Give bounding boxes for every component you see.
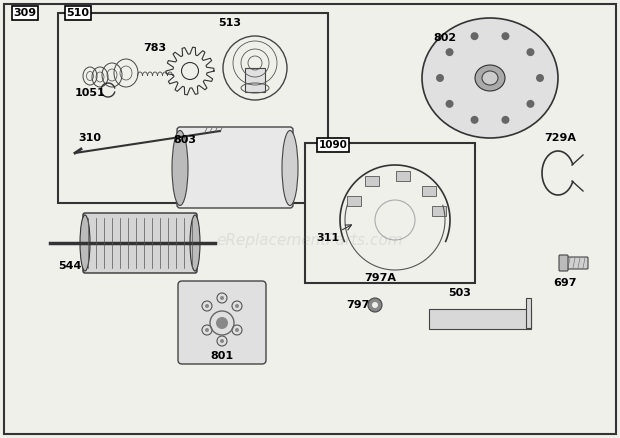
Ellipse shape — [80, 215, 90, 271]
FancyBboxPatch shape — [526, 298, 531, 328]
Text: 801: 801 — [210, 351, 234, 361]
FancyBboxPatch shape — [177, 127, 293, 208]
FancyBboxPatch shape — [429, 309, 531, 329]
Circle shape — [446, 100, 454, 108]
Circle shape — [368, 298, 382, 312]
FancyBboxPatch shape — [347, 196, 361, 206]
Text: 802: 802 — [433, 33, 456, 43]
Text: 803: 803 — [174, 135, 197, 145]
Circle shape — [220, 296, 224, 300]
Text: 783: 783 — [143, 43, 167, 53]
Circle shape — [436, 74, 444, 82]
FancyBboxPatch shape — [432, 206, 446, 216]
Text: 503: 503 — [448, 288, 471, 298]
Circle shape — [536, 74, 544, 82]
Ellipse shape — [475, 65, 505, 91]
Text: 513: 513 — [218, 18, 242, 28]
Ellipse shape — [482, 71, 498, 85]
Text: 797A: 797A — [364, 273, 396, 283]
Text: 1051: 1051 — [74, 88, 105, 98]
Circle shape — [471, 32, 479, 40]
Ellipse shape — [172, 131, 188, 205]
Ellipse shape — [422, 18, 558, 138]
Text: 1090: 1090 — [319, 140, 347, 150]
Circle shape — [502, 32, 510, 40]
Ellipse shape — [282, 131, 298, 205]
FancyBboxPatch shape — [396, 171, 410, 180]
FancyBboxPatch shape — [245, 68, 265, 92]
FancyBboxPatch shape — [83, 213, 197, 273]
Text: 797: 797 — [347, 300, 370, 310]
FancyBboxPatch shape — [4, 4, 616, 434]
Text: 510: 510 — [66, 8, 89, 18]
FancyBboxPatch shape — [559, 255, 568, 271]
Circle shape — [526, 48, 534, 56]
Circle shape — [216, 317, 228, 329]
Circle shape — [502, 116, 510, 124]
Circle shape — [205, 328, 209, 332]
Circle shape — [526, 100, 534, 108]
Circle shape — [235, 328, 239, 332]
Circle shape — [220, 339, 224, 343]
FancyBboxPatch shape — [178, 281, 266, 364]
Circle shape — [372, 302, 378, 308]
Circle shape — [205, 304, 209, 308]
Text: 544: 544 — [58, 261, 82, 271]
Circle shape — [446, 48, 454, 56]
Text: 309: 309 — [14, 8, 37, 18]
Text: eReplacementParts.com: eReplacementParts.com — [216, 233, 404, 247]
Text: 311: 311 — [316, 233, 340, 243]
FancyBboxPatch shape — [58, 13, 328, 203]
Circle shape — [471, 116, 479, 124]
FancyBboxPatch shape — [365, 176, 379, 186]
FancyBboxPatch shape — [422, 186, 436, 196]
Text: 310: 310 — [79, 133, 102, 143]
FancyBboxPatch shape — [305, 143, 475, 283]
Ellipse shape — [190, 215, 200, 271]
Text: 729A: 729A — [544, 133, 576, 143]
Text: 697: 697 — [553, 278, 577, 288]
Circle shape — [235, 304, 239, 308]
FancyBboxPatch shape — [564, 257, 588, 269]
